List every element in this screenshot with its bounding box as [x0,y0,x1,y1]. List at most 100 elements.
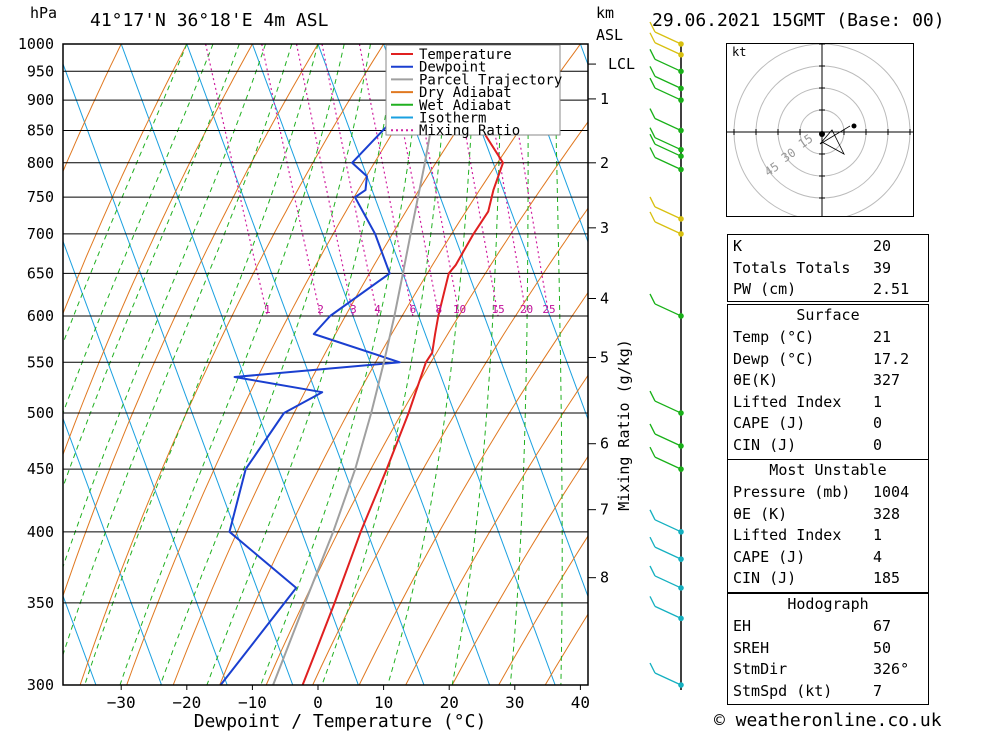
most-unstable-label: θE (K) [733,504,788,523]
wind-barb-flag [649,32,656,44]
wind-level-dot [678,313,684,319]
wind-level-dot [678,68,684,75]
hodograph-stat-label: StmDir [733,660,788,679]
most-unstable-value: 185 [873,569,901,588]
wind-level-dot [678,146,684,153]
most-unstable-title: Most Unstable [769,461,887,479]
surface-row: θE(K) 327 [728,371,928,392]
storm-motion-marker [819,131,825,137]
hodograph-stat-label: StmSpd (kt) [733,681,833,700]
station-location: 41°17'N 36°18'E 4m ASL [90,10,329,31]
wind-barb [654,303,682,317]
wind-barb-flag [649,446,656,458]
pressure-tick-label: 400 [27,523,54,541]
surface-label: CIN (J) [733,436,797,454]
wind-barb-flag [649,423,656,435]
km-unit: km [596,4,615,22]
dry-adiabat-line [172,44,516,685]
wet-adiabat-line [387,44,476,685]
wind-barb-flag [649,49,656,60]
mixing-ratio-label: 15 [491,303,504,316]
legend-label: Parcel Trajectory [419,72,562,88]
surface-row: Lifted Index 1 [728,393,928,414]
wind-barb [654,143,682,157]
altitude-tick-label: 3 [600,219,609,237]
altitude-tick-label: 8 [600,569,609,587]
surface-label: Dewp (°C) [733,349,815,368]
wind-level-dot [678,41,684,47]
asl-unit: ASL [596,26,624,44]
wind-level-dot [678,85,684,92]
hodograph-stat-label: EH [733,617,752,635]
surface-label: CAPE (J) [733,414,806,433]
pressure-tick-label: 350 [27,594,54,612]
isotherm-line [514,44,588,244]
legend-label: Dewpoint [419,60,486,76]
hodograph-stat-label: SREH [733,638,770,657]
altitude-tick-label: LCL [608,55,635,73]
x-axis-label: Dewpoint / Temperature (°C) [194,711,487,732]
wind-barb [654,58,682,72]
mixing-ratio-label: 3 [350,303,357,316]
wind-barb-flag [649,390,656,402]
wet-adiabat-line [63,44,266,569]
plot-frame [62,43,589,686]
most-unstable-row: θE (K) 328 [728,505,928,526]
index-row: Totals Totals 39 [728,259,928,280]
isotherm-line [63,417,163,685]
surface-table: Surface Temp (°C) 21 Dewp (°C) 17.2 θE(K) 327… [727,304,929,460]
altitude-tick-label: 6 [600,435,609,453]
wet-adiabat-line [119,44,345,685]
most-unstable-table: Most Unstable Pressure (mb) 1004 θE (K) 328… [727,459,929,593]
temperature-tick-label: 40 [571,693,590,712]
site-credit[interactable]: © weatheronline.co.uk [714,710,942,731]
wind-barb-flag [649,196,656,208]
wind-barb [654,433,682,447]
hodograph-stat-value: 50 [873,638,892,657]
wind-barb [654,117,682,132]
legend-label: Mixing Ratio [419,123,520,139]
wind-barb [654,137,682,151]
surface-row: Temp (°C) 21 [728,328,928,349]
wind-level-dot [678,127,684,134]
index-label: Totals Totals [733,258,851,277]
wind-level-dot [678,556,684,562]
isotherm-line [120,44,359,685]
wind-level-dot [678,682,684,688]
pressure-tick-label: 500 [27,404,54,422]
hodograph-stats-table: Hodograph EH 67 SREH 50 StmDir 326° StmSpd (kt… [727,593,929,705]
most-unstable-value: 4 [873,547,883,566]
wind-barb-flag [649,596,656,607]
wind-level-dot [678,443,684,449]
pressure-tick-label: 550 [27,353,54,371]
surface-value: 17.2 [873,349,910,368]
wind-barb-flag [649,133,656,145]
temperature-tick-label: −10 [238,693,267,712]
temperature-tick-label: 10 [374,693,393,712]
pressure-tick-label: 700 [27,225,54,243]
pressure-tick-label: 800 [27,154,54,172]
wind-level-dot [678,231,684,237]
wind-barb-flag [649,147,656,158]
wet-adiabat-line [451,44,503,685]
wind-barb-flag [649,662,656,674]
wind-barb [654,672,682,686]
dry-adiabat-line [219,44,581,685]
wind-barb [654,75,682,89]
wind-barb-flag [649,293,656,305]
hodograph-ring-label: 15 [796,131,816,151]
wind-barb [654,87,682,101]
wind-barb [654,605,682,619]
hodograph-stat-value: 7 [873,681,883,700]
wind-barb-flag [649,127,656,138]
temperature-tick-label: 30 [505,693,524,712]
wet-adiabat-line [260,44,424,685]
hodograph-stat-row: SREH 50 [728,639,928,660]
surface-label: Lifted Index [733,392,842,411]
wind-level-dot [678,97,684,103]
wind-level-dot [678,166,684,173]
wind-barb [654,42,682,56]
pressure-tick-label: 450 [27,460,54,478]
surface-value: 0 [873,436,883,454]
